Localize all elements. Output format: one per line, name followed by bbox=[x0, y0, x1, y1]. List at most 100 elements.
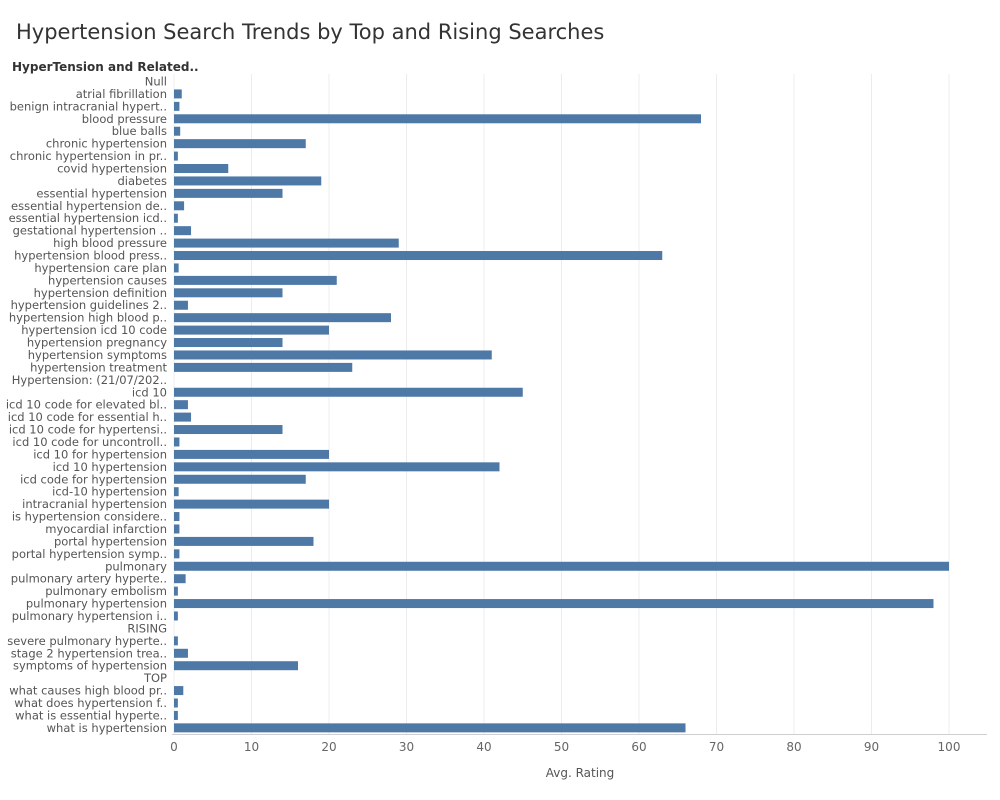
category-label: severe pulmonary hyperte.. bbox=[7, 634, 167, 648]
category-label: is hypertension considere.. bbox=[12, 510, 167, 524]
bar[interactable] bbox=[174, 611, 178, 621]
bar[interactable] bbox=[174, 251, 663, 261]
bar[interactable] bbox=[174, 487, 179, 497]
bar[interactable] bbox=[174, 325, 329, 335]
bar[interactable] bbox=[174, 462, 500, 472]
bar[interactable] bbox=[174, 263, 179, 273]
bar[interactable] bbox=[174, 599, 934, 609]
category-label: hypertension icd 10 code bbox=[21, 323, 167, 337]
bar[interactable] bbox=[174, 449, 329, 459]
category-label: atrial fibrillation bbox=[76, 87, 167, 101]
bar[interactable] bbox=[174, 313, 391, 323]
category-label: icd code for hypertension bbox=[20, 472, 167, 486]
bar[interactable] bbox=[174, 661, 298, 671]
x-tick-label: 10 bbox=[244, 740, 259, 754]
category-label: pulmonary artery hyperte.. bbox=[11, 572, 167, 586]
bar[interactable] bbox=[174, 126, 181, 136]
category-label: chronic hypertension bbox=[46, 137, 167, 151]
bar[interactable] bbox=[174, 139, 306, 149]
bar[interactable] bbox=[174, 89, 182, 99]
bar[interactable] bbox=[174, 338, 283, 348]
category-label: Null bbox=[145, 75, 167, 89]
bar[interactable] bbox=[174, 176, 322, 186]
bar[interactable] bbox=[174, 549, 180, 559]
category-label: hypertension symptoms bbox=[28, 348, 167, 362]
category-label: symptoms of hypertension bbox=[13, 659, 167, 673]
grid-layer bbox=[172, 74, 987, 735]
category-label: chronic hypertension in pr.. bbox=[10, 149, 167, 163]
category-label: hypertension treatment bbox=[30, 360, 167, 374]
bar[interactable] bbox=[174, 536, 314, 546]
category-label: blue balls bbox=[112, 124, 167, 138]
bar[interactable] bbox=[174, 164, 229, 174]
category-label: icd 10 bbox=[132, 385, 167, 399]
x-tick-label: 80 bbox=[786, 740, 801, 754]
bar[interactable] bbox=[174, 710, 178, 720]
bar[interactable] bbox=[174, 387, 523, 397]
bar[interactable] bbox=[174, 412, 192, 422]
bar[interactable] bbox=[174, 238, 399, 248]
bar[interactable] bbox=[174, 686, 184, 696]
category-label: portal hypertension symp.. bbox=[12, 547, 167, 561]
x-tick-label: 60 bbox=[631, 740, 646, 754]
x-tick-label: 100 bbox=[938, 740, 961, 754]
bar[interactable] bbox=[174, 512, 180, 522]
x-tick-label: 90 bbox=[864, 740, 879, 754]
bar[interactable] bbox=[174, 188, 283, 198]
bar[interactable] bbox=[174, 499, 329, 509]
category-label: essential hypertension de.. bbox=[11, 199, 167, 213]
category-field-header: HyperTension and Related.. bbox=[12, 60, 199, 74]
category-label: RISING bbox=[127, 621, 167, 635]
x-tick-label: 50 bbox=[554, 740, 569, 754]
category-label: hypertension pregnancy bbox=[27, 336, 167, 350]
category-label: pulmonary embolism bbox=[45, 584, 167, 598]
bar[interactable] bbox=[174, 213, 178, 223]
category-label: diabetes bbox=[118, 174, 168, 188]
bar[interactable] bbox=[174, 362, 353, 372]
category-label: intracranial hypertension bbox=[22, 497, 167, 511]
category-label: gestational hypertension .. bbox=[13, 224, 167, 238]
bar[interactable] bbox=[174, 698, 178, 708]
x-tick-label: 30 bbox=[399, 740, 414, 754]
category-label: what causes high blood pr.. bbox=[9, 684, 167, 698]
chart-title: Hypertension Search Trends by Top and Ri… bbox=[16, 20, 605, 44]
bar[interactable] bbox=[174, 574, 186, 584]
category-label: hypertension high blood p.. bbox=[9, 311, 167, 325]
bar[interactable] bbox=[174, 524, 180, 534]
category-label: hypertension causes bbox=[48, 273, 167, 287]
bar[interactable] bbox=[174, 437, 180, 447]
x-tick-label: 40 bbox=[476, 740, 491, 754]
bar[interactable] bbox=[174, 425, 283, 435]
bar[interactable] bbox=[174, 288, 283, 298]
bar[interactable] bbox=[174, 648, 188, 658]
category-label: what is hypertension bbox=[47, 721, 167, 735]
category-label: hypertension blood press.. bbox=[14, 249, 167, 263]
bar[interactable] bbox=[174, 400, 188, 410]
category-label: what is essential hyperte.. bbox=[15, 708, 167, 722]
bar[interactable] bbox=[174, 723, 686, 733]
bar[interactable] bbox=[174, 474, 306, 484]
bar[interactable] bbox=[174, 636, 178, 646]
category-label: icd 10 hypertension bbox=[53, 460, 167, 474]
category-label: pulmonary hypertension i.. bbox=[12, 609, 167, 623]
x-tick-label: 70 bbox=[709, 740, 724, 754]
bar[interactable] bbox=[174, 114, 701, 124]
bar[interactable] bbox=[174, 201, 185, 211]
bar[interactable] bbox=[174, 151, 178, 161]
category-label: icd-10 hypertension bbox=[52, 485, 167, 499]
category-label: icd 10 code for uncontroll.. bbox=[12, 435, 167, 449]
bar[interactable] bbox=[174, 300, 188, 310]
category-label: high blood pressure bbox=[53, 236, 167, 250]
bar[interactable] bbox=[174, 586, 178, 596]
category-label: pulmonary hypertension bbox=[26, 597, 167, 611]
bar[interactable] bbox=[174, 350, 492, 360]
bar[interactable] bbox=[174, 275, 337, 285]
bar[interactable] bbox=[174, 561, 949, 571]
x-tick-label: 0 bbox=[170, 740, 178, 754]
category-label: pulmonary bbox=[105, 559, 167, 573]
x-tick-label: 20 bbox=[321, 740, 336, 754]
bar[interactable] bbox=[174, 226, 192, 236]
bar[interactable] bbox=[174, 101, 180, 111]
category-label: TOP bbox=[143, 671, 167, 685]
